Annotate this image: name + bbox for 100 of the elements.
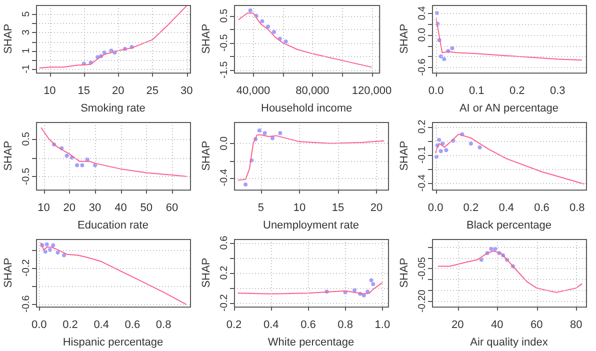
point — [369, 278, 374, 282]
point — [272, 30, 276, 34]
y-tick-label: -0.05 — [416, 256, 428, 280]
x-tick-label: 20 — [63, 202, 76, 214]
point — [270, 136, 274, 140]
x-tick-label: 0.2 — [463, 202, 479, 214]
y-tick-label: 3 — [20, 29, 32, 36]
point — [266, 24, 270, 29]
y-tick-label: 0.0 — [416, 27, 428, 42]
x-tick-label: 5 — [258, 202, 264, 214]
x-tick-label: 15 — [332, 202, 344, 214]
x-tick-label: 60 — [530, 319, 543, 332]
x-tick-label: 30 — [180, 85, 193, 98]
point — [493, 246, 498, 251]
point — [64, 154, 69, 158]
point — [278, 131, 282, 136]
x-tick-label: 60 — [166, 202, 178, 214]
y-axis-title: SHAP — [200, 24, 213, 54]
x-tick-label: 0.0 — [31, 319, 47, 332]
x-tick-label: 10 — [293, 202, 306, 214]
x-axis-title: White percentage — [268, 336, 354, 348]
y-tick-label: 0.2 — [416, 119, 428, 134]
y-tick-label: 0.5 — [218, 8, 230, 23]
x-tick-label: 1.0 — [374, 319, 390, 332]
point — [442, 57, 446, 62]
point — [43, 250, 48, 254]
point — [468, 142, 473, 146]
x-tick-label: 0.8 — [156, 319, 172, 332]
y-tick-label: -1.5 — [218, 60, 230, 79]
x-axis-title: Smoking rate — [80, 102, 146, 114]
y-tick-label: 0.5 — [20, 132, 32, 146]
y-tick-label: -0.6 — [20, 294, 32, 313]
x-tick-label: 0.8 — [338, 319, 353, 332]
x-tick-label: 0.0 — [428, 202, 444, 214]
y-axis-title: SHAP — [200, 258, 213, 288]
x-tick-label: 20 — [452, 319, 464, 332]
x-tick-label: 25 — [146, 85, 158, 98]
y-tick-label: 0.4 — [416, 6, 428, 20]
point — [352, 288, 357, 292]
y-tick-label: -0.1 — [416, 146, 428, 164]
point — [62, 253, 66, 258]
point — [48, 248, 52, 252]
x-tick-label: 0.2 — [509, 85, 525, 98]
x-tick-label: 0.8 — [570, 202, 585, 214]
x-tick-label: 120,000 — [352, 85, 392, 98]
y-tick-label: -0.4 — [218, 168, 230, 186]
y-tick-label: -0.5 — [20, 167, 32, 186]
x-axis-title: Air quality index — [470, 336, 548, 348]
x-tick-label: 0.0 — [428, 85, 444, 98]
x-tick-label: 80 — [570, 319, 582, 332]
x-tick-label: 30 — [88, 202, 102, 214]
point — [80, 163, 84, 168]
x-tick-label: 0.3 — [550, 85, 566, 98]
point — [437, 138, 442, 142]
y-tick-label: 5 — [20, 10, 32, 17]
x-axis-title: AI or AN percentage — [459, 102, 559, 114]
x-axis-title: Hispanic percentage — [62, 336, 164, 348]
x-axis-title: Education rate — [78, 219, 148, 232]
point — [450, 46, 454, 50]
x-tick-label: 0.4 — [498, 202, 514, 214]
point — [51, 243, 56, 248]
y-axis-title: SHAP — [398, 24, 411, 54]
y-tick-label: -1 — [20, 64, 32, 74]
x-axis-title: Unemployment rate — [263, 219, 359, 232]
point — [438, 149, 443, 154]
y-axis-title: SHAP — [398, 258, 411, 288]
y-tick-label: -0.5 — [218, 34, 230, 52]
y-tick-label: 0.6 — [218, 235, 230, 250]
point — [44, 242, 49, 246]
x-tick-label: 40 — [114, 202, 127, 214]
x-tick-label: 20 — [112, 85, 124, 98]
point — [75, 163, 80, 168]
point — [262, 131, 267, 136]
point — [478, 145, 482, 150]
y-tick-label: -0.6 — [416, 58, 428, 76]
x-tick-label: 0.1 — [468, 85, 484, 98]
x-tick-label: 0.6 — [124, 319, 140, 332]
x-tick-label: 40,000 — [236, 85, 270, 98]
y-tick-label: 0.2 — [218, 265, 230, 280]
point — [260, 19, 264, 24]
x-tick-label: 0.4 — [94, 319, 109, 332]
point — [56, 250, 60, 255]
point — [248, 8, 252, 12]
x-tick-label: 0.2 — [62, 319, 78, 332]
x-axis-title: Household income — [260, 102, 352, 114]
x-tick-label: 0.4 — [263, 319, 279, 332]
x-tick-label: 50 — [140, 202, 152, 214]
y-tick-label: -0.20 — [416, 289, 428, 313]
y-tick-label: 1 — [20, 47, 32, 54]
x-tick-label: 10 — [38, 202, 50, 214]
y-tick-label: 0.0 — [218, 136, 230, 150]
x-tick-label: 0.6 — [534, 202, 550, 214]
point — [479, 258, 484, 262]
point — [244, 182, 248, 186]
y-axis-title: SHAP — [398, 140, 411, 171]
y-tick-label: -0.2 — [218, 294, 230, 312]
x-tick-label: 15 — [78, 85, 90, 98]
x-tick-label: 0.6 — [300, 319, 316, 332]
point — [257, 128, 262, 133]
y-axis-title: SHAP — [2, 24, 15, 54]
